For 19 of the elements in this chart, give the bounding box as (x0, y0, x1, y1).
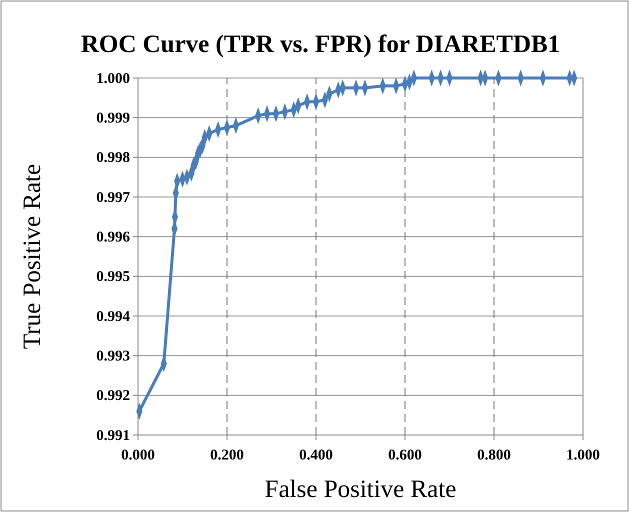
y-tick-label: 0.993 (96, 348, 130, 364)
y-tick-label: 0.991 (96, 428, 130, 444)
x-tick-label: 0.400 (299, 448, 333, 464)
y-axis-title: True Positive Rate (19, 164, 46, 350)
y-tick-label: 0.995 (96, 269, 130, 286)
y-tick-label: 0.999 (96, 110, 130, 126)
x-tick-label: 0.600 (388, 448, 422, 464)
x-tick-label: 0.000 (121, 448, 155, 464)
chart-title: ROC Curve (TPR vs. FPR) for DIARETDB1 (80, 31, 560, 58)
y-tick-label: 1.000 (96, 70, 130, 87)
y-tick-label: 0.998 (96, 150, 130, 166)
x-axis-title: False Positive Rate (264, 476, 456, 503)
y-tick-label: 0.997 (96, 190, 130, 206)
x-tick-label: 0.800 (477, 448, 511, 464)
y-tick-label: 0.992 (96, 388, 130, 404)
x-tick-label: 1.000 (566, 448, 600, 464)
x-tick-label: 0.200 (210, 448, 244, 464)
y-tick-label: 0.996 (96, 229, 130, 246)
y-tick-label: 0.994 (96, 308, 130, 325)
